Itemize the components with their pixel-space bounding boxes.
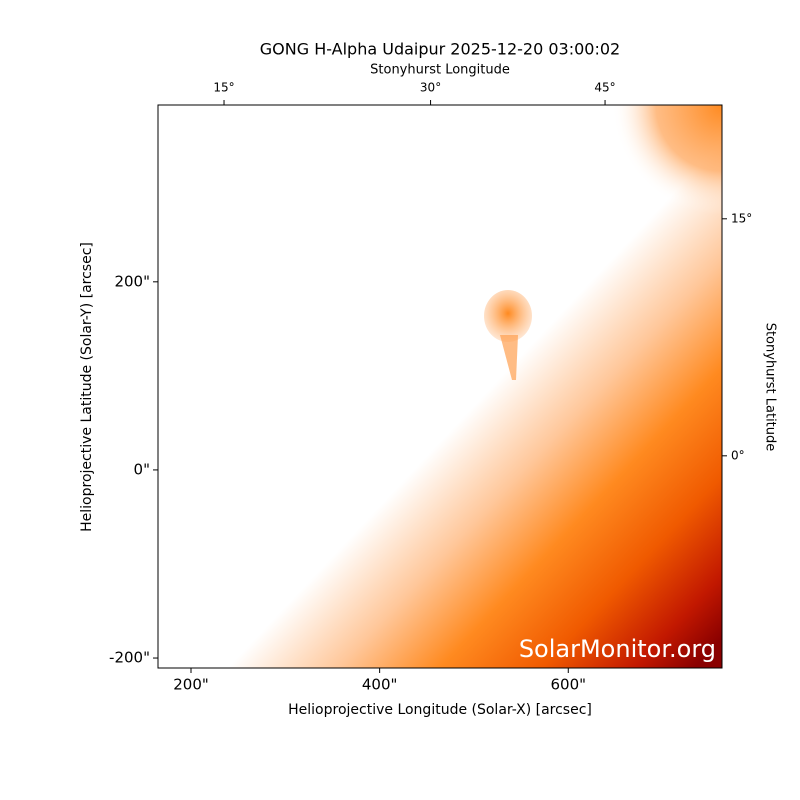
x-axis-label: Helioprojective Longitude (Solar-X) [arc… [288, 702, 592, 718]
right-tick-label: 15° [731, 211, 752, 225]
watermark: SolarMonitor.org [519, 635, 716, 663]
y-tick-label: -200" [109, 649, 150, 667]
x-tick-label: 400" [362, 676, 398, 694]
top-axis-label: Stonyhurst Longitude [370, 63, 510, 78]
top-tick-label: 15° [213, 81, 234, 95]
x-tick-label: 200" [173, 676, 209, 694]
top-tick-label: 45° [594, 81, 615, 95]
top-tick-label: 30° [420, 81, 441, 95]
y-tick-label: 200" [114, 272, 150, 290]
y-axis-label: Helioprojective Latitude (Solar-Y) [arcs… [79, 242, 95, 532]
plot-frame [157, 104, 723, 669]
x-tick-label: 600" [551, 676, 587, 694]
y-tick-label: 0" [134, 460, 150, 478]
chart-title: GONG H-Alpha Udaipur 2025-12-20 03:00:02 [260, 40, 620, 59]
right-tick-label: 0° [731, 448, 745, 462]
solar-image [158, 105, 722, 668]
right-axis-label: Stonyhurst Latitude [763, 323, 778, 452]
